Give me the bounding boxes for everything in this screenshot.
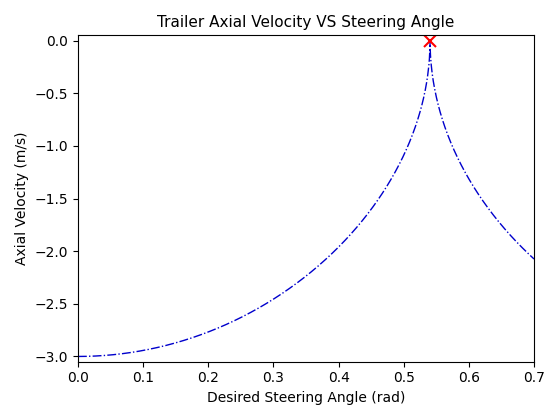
- Y-axis label: Axial Velocity (m/s): Axial Velocity (m/s): [15, 132, 29, 265]
- X-axis label: Desired Steering Angle (rad): Desired Steering Angle (rad): [207, 391, 405, 405]
- Title: Trailer Axial Velocity VS Steering Angle: Trailer Axial Velocity VS Steering Angle: [157, 15, 455, 30]
